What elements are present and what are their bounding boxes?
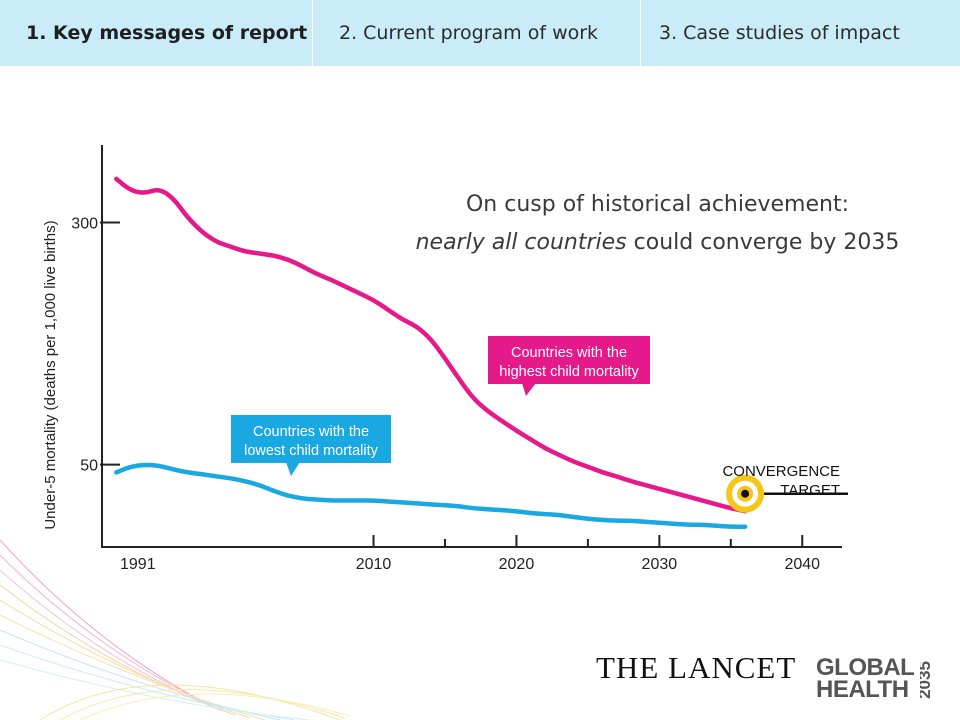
- headline-rest: could converge by 2035: [626, 230, 900, 255]
- y-tick-label-300: 300: [71, 215, 98, 232]
- convergence-target-label: CONVERGENCE TARGET: [700, 462, 840, 500]
- callout-lowest-mortality: Countries with the lowest child mortalit…: [231, 415, 391, 463]
- y-tick-label-50: 50: [80, 458, 98, 475]
- callout-high-pointer: [522, 383, 536, 396]
- gh-logo-line-1: GLOBAL: [816, 654, 915, 681]
- series-line-lowest: [114, 462, 748, 529]
- target-center-dot: [741, 489, 750, 498]
- y-axis-label: Under-5 mortality (deaths per 1,000 live…: [42, 220, 59, 529]
- x-tick-label-2010: 2010: [356, 556, 392, 573]
- gh-logo-line-2: HEALTH: [816, 676, 909, 703]
- tab-key-messages[interactable]: 1. Key messages of report: [26, 22, 308, 44]
- x-tick-label-2020: 2020: [499, 556, 535, 573]
- headline: On cusp of historical achievement: nearl…: [380, 186, 935, 262]
- gh-logo-year: 2035: [920, 661, 934, 699]
- convergence-line-1: CONVERGENCE: [722, 463, 840, 480]
- global-health-2035-logo: GLOBAL HEALTH 2035: [816, 654, 938, 704]
- tab-bar: 1. Key messages of report 2. Current pro…: [0, 0, 960, 66]
- callout-low-line-1: Countries with the: [252, 424, 370, 440]
- series-line-highest: [114, 176, 748, 514]
- lancet-logo: THE LANCET: [596, 650, 797, 685]
- x-tick-label-1991: 1991: [120, 556, 156, 573]
- callout-high-line-2: highest child mortality: [499, 364, 639, 380]
- callout-highest-mortality: Countries with the highest child mortali…: [488, 336, 650, 384]
- callout-low-line-2: lowest child mortality: [244, 443, 378, 459]
- x-tick-label-2040: 2040: [784, 556, 820, 573]
- headline-line-1: On cusp of historical achievement:: [465, 192, 850, 217]
- callout-high-line-1: Countries with the: [510, 345, 628, 361]
- headline-line-2: nearly all countries could converge by 2…: [380, 224, 935, 262]
- x-tick-label-2030: 2030: [642, 556, 678, 573]
- tab-case-studies[interactable]: 3. Case studies of impact: [640, 0, 960, 66]
- convergence-line-2: TARGET: [780, 482, 840, 499]
- callout-low-pointer: [286, 462, 300, 476]
- tab-current-program[interactable]: 2. Current program of work: [312, 0, 640, 66]
- headline-emphasis: nearly all countries: [415, 230, 627, 255]
